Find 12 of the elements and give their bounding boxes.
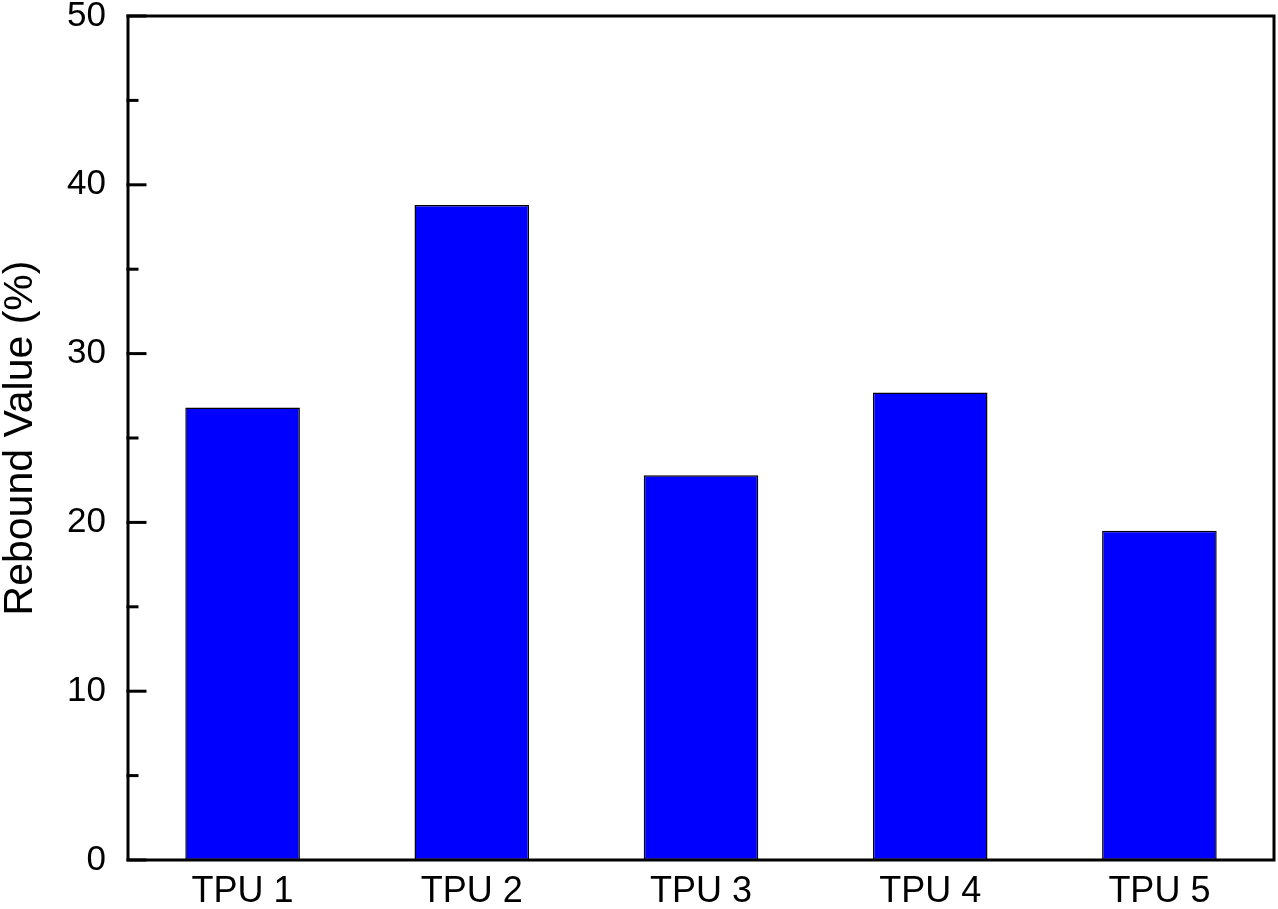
x-tick-label: TPU 2 <box>420 868 523 909</box>
y-tick-label: 50 <box>67 0 106 33</box>
y-tick-label: 30 <box>67 331 106 371</box>
x-tick-label: TPU 4 <box>879 868 982 909</box>
y-tick-label: 20 <box>67 500 106 540</box>
y-tick-label: 10 <box>67 668 106 708</box>
x-tick-label: TPU 5 <box>1108 868 1211 909</box>
y-tick-label: 0 <box>86 837 106 877</box>
y-tick-label: 40 <box>67 162 106 202</box>
x-tick-label: TPU 3 <box>649 868 753 909</box>
x-tick-label: TPU 1 <box>191 868 294 909</box>
y-axis-title: Rebound Value (%) <box>0 260 41 616</box>
